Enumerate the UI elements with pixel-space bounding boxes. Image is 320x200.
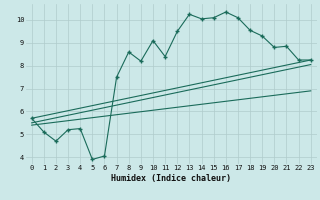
X-axis label: Humidex (Indice chaleur): Humidex (Indice chaleur) xyxy=(111,174,231,183)
